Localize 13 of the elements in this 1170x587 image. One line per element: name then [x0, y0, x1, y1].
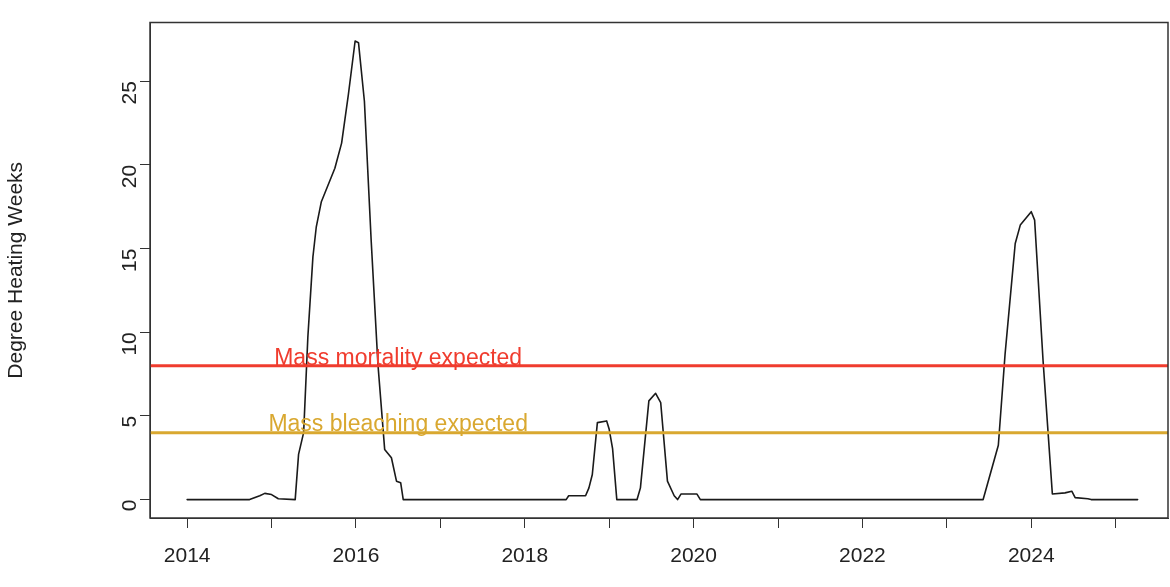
y-tick-label: 10 [116, 332, 140, 356]
x-tick-label: 2020 [670, 543, 717, 567]
y-axis-title: Degree Heating Weeks [3, 161, 27, 379]
x-tick-label: 2016 [332, 543, 380, 567]
x-tick-label: 2024 [1007, 543, 1055, 567]
y-tick-label: 0 [116, 499, 140, 512]
x-tick-label: 2022 [839, 543, 886, 567]
x-tick-label: 2014 [163, 543, 211, 567]
y-tick-label: 25 [116, 81, 140, 105]
y-tick-label: 5 [116, 415, 140, 428]
y-tick-label: 20 [116, 164, 140, 189]
x-tick-label: 2018 [501, 543, 549, 567]
y-tick-label: 15 [116, 248, 140, 272]
